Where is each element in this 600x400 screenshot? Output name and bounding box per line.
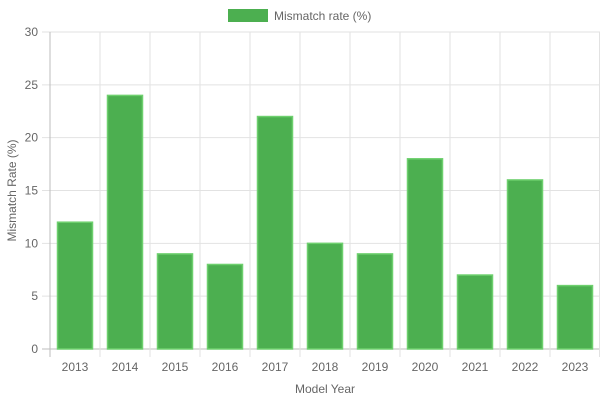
x-tick-label: 2018 bbox=[312, 360, 339, 374]
bar[interactable] bbox=[206, 263, 244, 350]
bar[interactable] bbox=[56, 221, 94, 350]
x-tick-label: 2022 bbox=[512, 360, 539, 374]
legend-label: Mismatch rate (%) bbox=[274, 9, 371, 23]
x-tick-label: 2013 bbox=[62, 360, 89, 374]
chart-legend[interactable]: Mismatch rate (%) bbox=[228, 9, 371, 23]
y-tick-label: 20 bbox=[25, 131, 39, 145]
x-tick-label: 2019 bbox=[362, 360, 389, 374]
x-axis-ticks: 2013 2014 2015 2016 2017 2018 2019 2020 2021 2022… bbox=[62, 360, 589, 374]
y-tick-label: 30 bbox=[25, 25, 39, 39]
bar[interactable] bbox=[106, 94, 144, 350]
x-tick-label: 2014 bbox=[112, 360, 139, 374]
y-tick-label: 15 bbox=[25, 184, 39, 198]
x-tick-label: 2020 bbox=[412, 360, 439, 374]
bar[interactable] bbox=[256, 115, 294, 350]
x-tick-label: 2017 bbox=[262, 360, 289, 374]
y-axis-ticks: 0 5 10 15 20 25 30 bbox=[25, 25, 39, 356]
y-axis-title: Mismatch Rate (%) bbox=[5, 139, 19, 241]
bar[interactable] bbox=[406, 158, 444, 350]
y-tick-label: 25 bbox=[25, 78, 39, 92]
bar[interactable] bbox=[556, 284, 594, 350]
y-tick-label: 5 bbox=[31, 289, 38, 303]
bar[interactable] bbox=[456, 274, 494, 350]
bar[interactable] bbox=[156, 253, 194, 350]
x-tick-label: 2015 bbox=[162, 360, 189, 374]
bar[interactable] bbox=[306, 242, 344, 350]
bar[interactable] bbox=[356, 253, 394, 350]
legend-swatch bbox=[228, 9, 268, 22]
bar-series bbox=[56, 94, 594, 350]
bar[interactable] bbox=[506, 179, 544, 350]
y-tick-label: 0 bbox=[31, 342, 38, 356]
x-tick-label: 2021 bbox=[462, 360, 489, 374]
x-tick-label: 2016 bbox=[212, 360, 239, 374]
x-tick-label: 2023 bbox=[562, 360, 589, 374]
y-tick-label: 10 bbox=[25, 236, 39, 250]
x-axis-title: Model Year bbox=[295, 382, 355, 396]
